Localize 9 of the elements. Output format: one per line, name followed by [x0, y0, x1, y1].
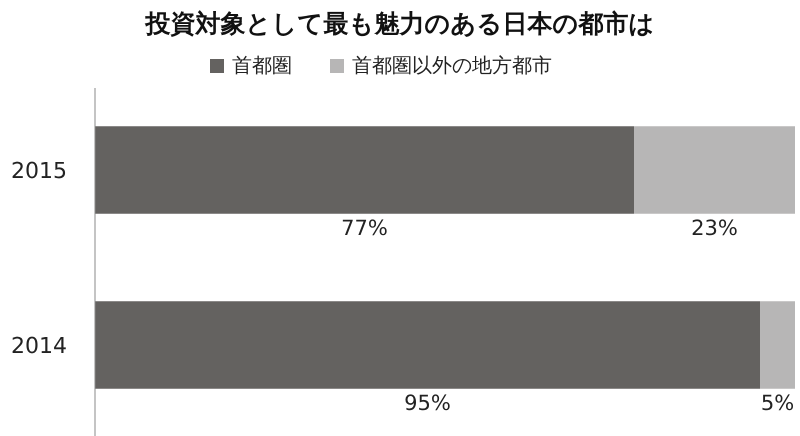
- data-label: 95%: [404, 390, 451, 415]
- data-label: 77%: [341, 216, 388, 240]
- data-label: 23%: [691, 216, 738, 240]
- y-tick-label: 2015: [11, 159, 67, 184]
- legend-label: 首都圏以外の地方都市: [352, 53, 552, 77]
- data-label: 5%: [760, 390, 794, 415]
- chart-title: 投資対象として最も魅力のある日本の都市は: [144, 9, 654, 38]
- y-tick-label: 2014: [11, 334, 67, 359]
- legend-label: 首都圏: [232, 53, 292, 77]
